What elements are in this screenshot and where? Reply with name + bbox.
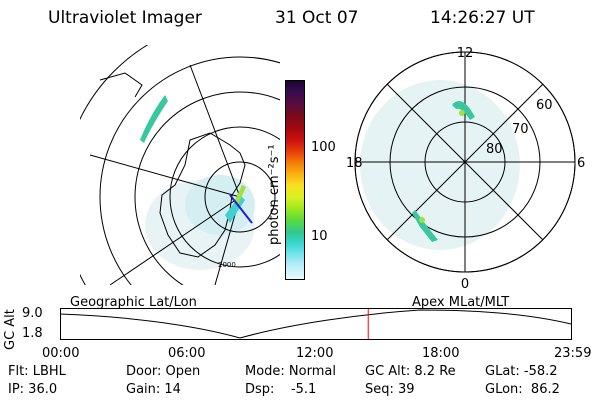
- colorbar-unit-label: photon cm⁻²s⁻¹: [267, 144, 282, 245]
- mlt-label-6: 6: [577, 156, 585, 171]
- colorbar-gradient: [286, 81, 304, 279]
- colorbar-tick-100: 100: [311, 140, 336, 155]
- mlt-label-18: 18: [346, 156, 363, 171]
- status-glat: GLat: -58.2: [485, 364, 558, 379]
- timeline-xtick-1: 06:00: [168, 346, 206, 361]
- colorbar-tick-10: 10: [311, 229, 328, 244]
- timeline-frame: [60, 308, 572, 340]
- timeline-ytick-bottom: 1.8: [22, 326, 43, 341]
- map-annotation: 2000: [218, 261, 236, 269]
- timeline-xtick-2: 12:00: [296, 346, 334, 361]
- status-ip: IP: 36.0: [8, 382, 58, 397]
- observation-date: 31 Oct 07: [275, 8, 359, 28]
- geographic-map: 2000: [80, 45, 280, 285]
- mlt-label-12: 12: [457, 46, 474, 61]
- colorbar: [285, 80, 305, 280]
- timeline-xtick-3: 18:00: [422, 346, 460, 361]
- right-map-caption: Apex MLat/MLT: [412, 295, 510, 310]
- instrument-title: Ultraviolet Imager: [48, 8, 202, 28]
- lat-label-70: 70: [512, 122, 529, 137]
- status-dsp: Dsp: -5.1: [245, 382, 317, 397]
- status-seq: Seq: 39: [365, 382, 415, 397]
- status-gain: Gain: 14: [126, 382, 181, 397]
- status-gc-alt: GC Alt: 8.2 Re: [365, 364, 456, 379]
- left-map-caption: Geographic Lat/Lon: [70, 295, 197, 310]
- status-glon: GLon: 86.2: [485, 382, 560, 397]
- lat-label-60: 60: [536, 98, 553, 113]
- timeline-ytick-top: 9.0: [22, 306, 43, 321]
- status-door: Door: Open: [126, 364, 201, 379]
- observation-time: 14:26:27 UT: [430, 8, 535, 28]
- altitude-curve: [60, 309, 572, 339]
- mlt-label-0: 0: [461, 277, 469, 290]
- timeline-xtick-4: 23:59: [554, 346, 592, 361]
- timeline-plot: [60, 308, 572, 340]
- polar-map: 12 18 6 0 60 70 80: [346, 46, 585, 290]
- status-mode: Mode: Normal: [245, 364, 336, 379]
- timeline-ylabel: GC Alt: [3, 309, 18, 350]
- timeline-xtick-0: 00:00: [42, 346, 80, 361]
- lat-label-80: 80: [486, 142, 503, 157]
- status-filter: Flt: LBHL: [8, 364, 66, 379]
